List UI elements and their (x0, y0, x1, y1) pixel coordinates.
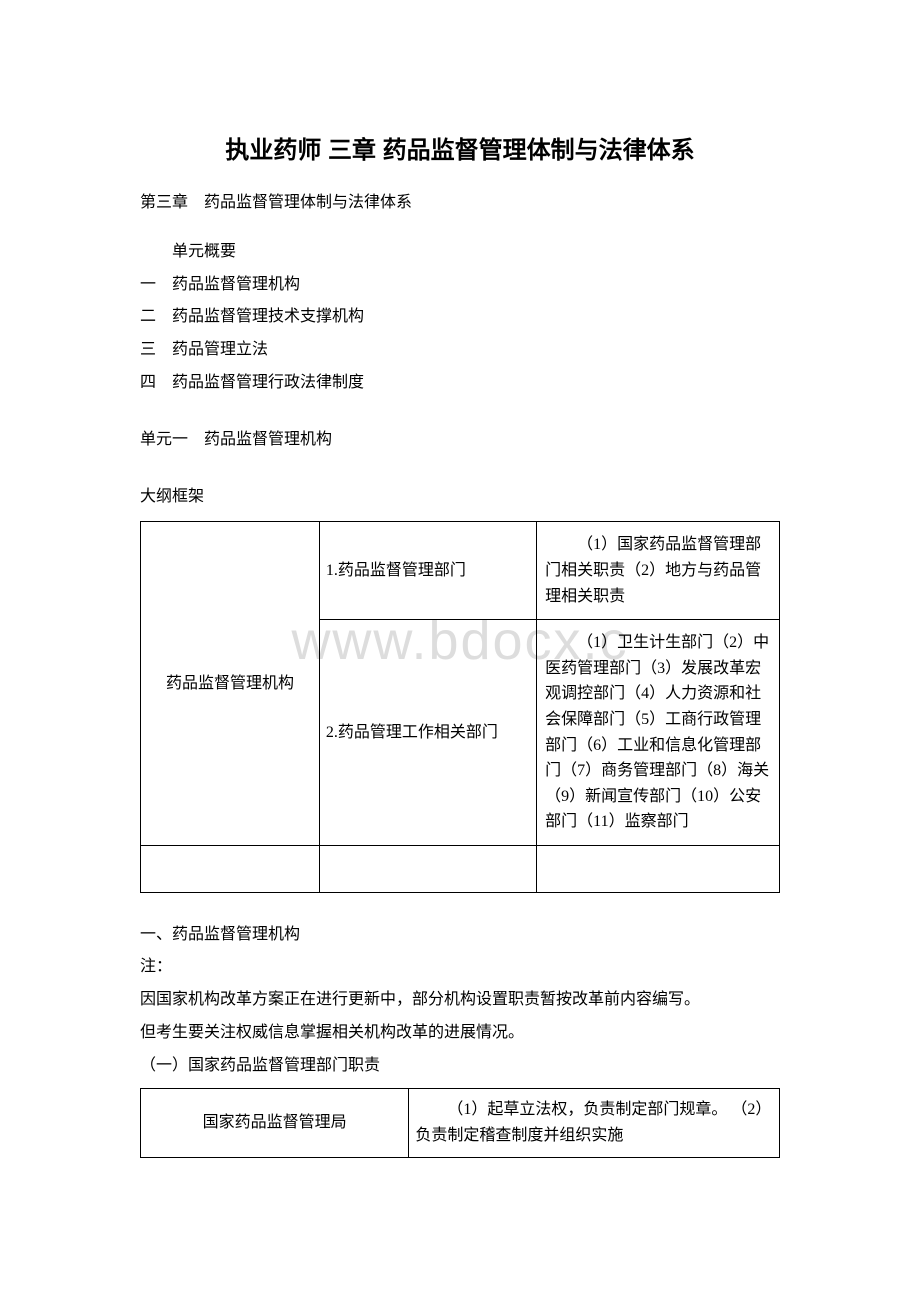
table-row: 国家药品监督管理局 （1）起草立法权，负责制定部门规章。 （2）负责制定稽查制度… (141, 1089, 780, 1157)
duties-cell-org: 国家药品监督管理局 (141, 1089, 409, 1157)
outline-cell-sub2: 2.药品管理工作相关部门 (319, 620, 536, 846)
outline-table: 药品监督管理机构 1.药品监督管理部门 （1）国家药品监督管理部门相关职责（2）… (140, 521, 780, 892)
duties-content-text: （1）起草立法权，负责制定部门规章。 （2）负责制定稽查制度并组织实施 (415, 1097, 773, 1148)
outline-label: 大纲框架 (140, 483, 780, 512)
empty-cell (141, 845, 320, 892)
unit-overview-label: 单元概要 (140, 238, 780, 267)
outline-detail2-text: （1）卫生计生部门（2）中医药管理部门（3）发展改革宏观调控部门（4）人力资源和… (545, 630, 771, 835)
section1-heading: 一、药品监督管理机构 (140, 921, 780, 950)
outline-cell-sub1: 1.药品监督管理部门 (319, 522, 536, 620)
body-text-block: 第三章 药品监督管理体制与法律体系 单元概要 一 药品监督管理机构 二 药品监督… (140, 189, 780, 1158)
document-content: 执业药师 三章 药品监督管理体制与法律体系 第三章 药品监督管理体制与法律体系 … (140, 130, 780, 1158)
duties-table: 国家药品监督管理局 （1）起草立法权，负责制定部门规章。 （2）负责制定稽查制度… (140, 1088, 780, 1157)
toc-item-4: 四 药品监督管理行政法律制度 (140, 369, 780, 398)
note-line-2: 但考生要关注权威信息掌握相关机构改革的进展情况。 (140, 1019, 780, 1048)
chapter-line: 第三章 药品监督管理体制与法律体系 (140, 189, 780, 218)
outline-cell-detail1: （1）国家药品监督管理部门相关职责（2）地方与药品管理相关职责 (537, 522, 780, 620)
table-row: 药品监督管理机构 1.药品监督管理部门 （1）国家药品监督管理部门相关职责（2）… (141, 522, 780, 620)
page-title: 执业药师 三章 药品监督管理体制与法律体系 (140, 130, 780, 165)
note-label: 注： (140, 953, 780, 982)
empty-cell (319, 845, 536, 892)
duties-cell-content: （1）起草立法权，负责制定部门规章。 （2）负责制定稽查制度并组织实施 (409, 1089, 780, 1157)
note-line-1: 因国家机构改革方案正在进行更新中，部分机构设置职责暂按改革前内容编写。 (140, 986, 780, 1015)
outline-detail1-text: （1）国家药品监督管理部门相关职责（2）地方与药品管理相关职责 (545, 532, 771, 609)
toc-item-3: 三 药品管理立法 (140, 336, 780, 365)
outline-cell-detail2: （1）卫生计生部门（2）中医药管理部门（3）发展改革宏观调控部门（4）人力资源和… (537, 620, 780, 846)
toc-item-1: 一 药品监督管理机构 (140, 271, 780, 300)
empty-cell (537, 845, 780, 892)
unit1-heading: 单元一 药品监督管理机构 (140, 426, 780, 455)
subsection-heading: （一）国家药品监督管理部门职责 (140, 1052, 780, 1081)
table-row-empty (141, 845, 780, 892)
toc-item-2: 二 药品监督管理技术支撑机构 (140, 303, 780, 332)
outline-cell-category: 药品监督管理机构 (141, 522, 320, 846)
